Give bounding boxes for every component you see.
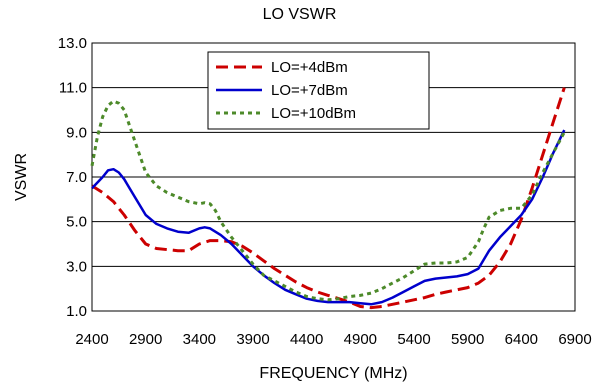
x-axis-ticks: 2400 2900 3400 3900 4400 4900 5400 5900 6400 6900 <box>75 331 591 348</box>
plot-area-frame <box>91 42 576 312</box>
x-tick-label: 5400 <box>397 331 430 348</box>
y-tick-label: 7.0 <box>66 169 87 186</box>
x-tick-label: 2900 <box>129 331 162 348</box>
legend-label: LO=+4dBm <box>271 59 348 76</box>
x-tick-label: 2400 <box>75 331 108 348</box>
legend-box <box>207 51 430 130</box>
x-tick-label: 4400 <box>290 331 323 348</box>
y-axis-ticks: 1.0 3.0 5.0 7.0 9.0 11.0 13.0 <box>58 35 87 320</box>
x-tick-label: 5900 <box>451 331 484 348</box>
x-tick-label: 3400 <box>183 331 216 348</box>
legend-label: LO=+10dBm <box>271 105 356 122</box>
legend: LO=+4dBm LO=+7dBm LO=+10dBm <box>207 51 430 130</box>
x-tick-label: 4900 <box>344 331 377 348</box>
y-tick-label: 1.0 <box>66 303 87 320</box>
y-tick-label: 13.0 <box>58 35 87 52</box>
series-line <box>90 99 566 302</box>
y-axis-label: VSWR <box>13 153 30 201</box>
x-tick-label: 3900 <box>236 331 269 348</box>
x-tick-label: 6400 <box>505 331 538 348</box>
x-axis-label: FREQUENCY (MHz) <box>259 365 407 382</box>
y-tick-label: 11.0 <box>59 80 87 97</box>
legend-label: LO=+7dBm <box>271 82 348 99</box>
series-line <box>91 129 566 306</box>
y-tick-label: 5.0 <box>66 214 87 231</box>
y-tick-label: 3.0 <box>66 258 87 275</box>
chart-title: LO VSWR <box>262 6 337 23</box>
series-lines <box>90 87 566 310</box>
y-tick-label: 9.0 <box>66 124 87 141</box>
x-tick-label: 6900 <box>558 331 591 348</box>
series-line <box>91 87 566 310</box>
